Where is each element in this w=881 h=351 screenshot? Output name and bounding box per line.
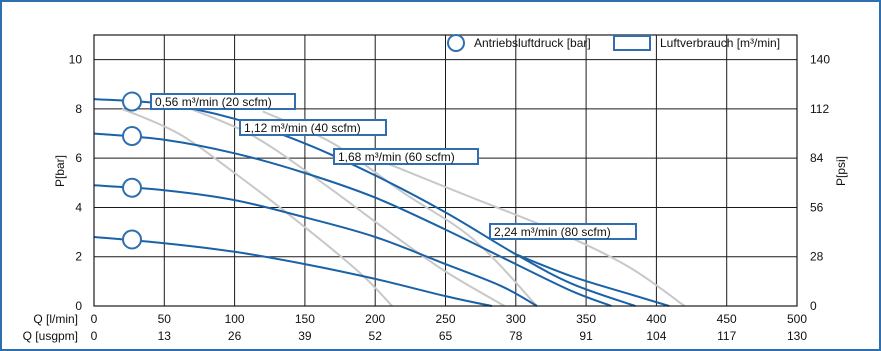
x-tick-label-usgpm: 91 [579,329,593,343]
air-consumption-label-box [489,223,637,240]
drive-pressure-markers [122,91,142,250]
y-axis-right-label: P[psi] [834,156,848,186]
air-consumption-curve [170,100,506,307]
y-tick-label-psi: 140 [810,53,830,67]
air-consumption-labels: 0,56 m³/min (20 scfm) 1,12 m³/min (40 scf… [150,93,637,240]
x-tick-label-usgpm: 117 [717,329,736,343]
x-tick-label-lmin: 450 [717,312,737,326]
x-tick-label-lmin: 300 [506,312,526,326]
x-tick-label-lmin: 350 [576,312,596,326]
x-tick-label-usgpm: 78 [509,329,523,343]
air-consumption-label: 1,68 m³/min (60 scfm) [338,150,455,164]
x-tick-label-usgpm: 52 [369,329,383,343]
x-tick-label-usgpm: 13 [158,329,172,343]
pressure-curve [93,184,538,307]
y-tick-label-psi: 84 [810,151,824,165]
air-consumption-label: 1,12 m³/min (40 scfm) [244,121,361,135]
x-tick-label-usgpm: 26 [228,329,242,343]
x-tick-label-usgpm: 65 [439,329,453,343]
pressure-curve [93,132,612,307]
air-consumption-label: 2,24 m³/min (80 scfm) [494,225,611,239]
y-tick-label-bar: 4 [75,200,82,214]
air-consumption-label-box [150,93,296,110]
y-tick-label-psi: 0 [810,299,817,313]
x-axis-label-usgpm: Q [usgpm] [23,329,78,343]
air-consumption-curve [121,107,393,307]
x-tick-label-usgpm: 104 [646,329,666,343]
plot-area-border [93,34,798,307]
x-tick-label-usgpm: 39 [298,329,312,343]
x-tick-label-lmin: 200 [365,312,385,326]
y-tick-label-psi: 28 [810,250,824,264]
air-consumption-curves [121,100,686,307]
pressure-curve [515,253,670,307]
y-tick-label-bar: 0 [75,299,82,313]
x-tick-label-usgpm: 0 [91,329,98,343]
y-axis-left-label: P[bar] [53,155,67,187]
x-tick-label-lmin: 400 [646,312,666,326]
drive-pressure-marker [122,229,142,250]
x-tick-label-usgpm: 130 [787,329,807,343]
drive-pressure-marker [122,91,142,112]
x-tick-label-lmin: 500 [787,312,807,326]
y-tick-label-bar: 2 [75,250,82,264]
drive-pressure-marker [122,177,142,198]
x-tick-label-lmin: 50 [158,312,172,326]
legend-circle-icon [447,34,465,52]
legend-rect-icon [613,35,651,51]
air-consumption-label-box [239,119,387,136]
x-tick-label-lmin: 100 [225,312,245,326]
legend-label-air-consumption: Luftverbrauch [m³/min] [660,36,780,50]
y-tick-label-psi: 56 [810,200,824,214]
legend-label-drive-pressure: Antriebsluftdruck [bar] [474,36,591,50]
legend: Antriebsluftdruck [bar] Luftverbrauch [m… [447,34,780,52]
y-tick-label-bar: 6 [75,151,82,165]
x-tick-label-lmin: 0 [91,312,98,326]
x-tick-label-lmin: 150 [295,312,315,326]
axes: 0050131002615039200522506530078350914001… [69,34,830,343]
y-tick-label-psi: 112 [810,102,829,116]
x-axis-label-lmin: Q [l/min] [33,312,78,326]
y-tick-label-bar: 8 [75,102,82,116]
grid-lines [94,35,798,306]
y-tick-label-bar: 10 [69,53,83,67]
air-consumption-label-box [333,148,479,165]
pressure-curve [93,236,493,307]
x-tick-label-lmin: 250 [435,312,455,326]
drive-pressure-marker [122,126,142,147]
air-consumption-label: 0,56 m³/min (20 scfm) [155,95,272,109]
